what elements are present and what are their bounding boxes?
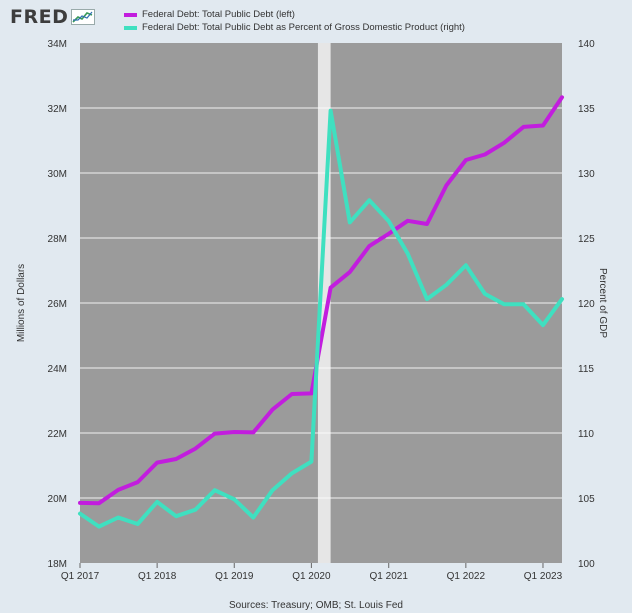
series-line-right bbox=[78, 108, 564, 529]
y-right-tick-label: 115 bbox=[578, 364, 594, 375]
y-left-tick-label: 30M bbox=[48, 169, 67, 180]
legend-label-right: Federal Debt: Total Public Debt as Perce… bbox=[142, 22, 465, 33]
y-right-axis-title: Percent of GDP bbox=[597, 268, 608, 338]
legend-label-left: Federal Debt: Total Public Debt (left) bbox=[142, 9, 295, 20]
x-tick-label: Q1 2023 bbox=[524, 571, 563, 582]
series-line-left bbox=[78, 95, 564, 506]
y-right-tick-label: 130 bbox=[578, 169, 595, 180]
y-right-tick-label: 105 bbox=[578, 494, 595, 505]
source-note: Sources: Treasury; OMB; St. Louis Fed bbox=[229, 600, 403, 611]
legend-item-right[interactable]: Federal Debt: Total Public Debt as Perce… bbox=[124, 21, 465, 34]
x-tick-label: Q1 2017 bbox=[61, 571, 100, 582]
y-right-tick-label: 135 bbox=[578, 104, 595, 115]
y-right-tick-label: 140 bbox=[578, 39, 595, 50]
chart-legend: Federal Debt: Total Public Debt (left) F… bbox=[124, 8, 465, 34]
y-left-tick-label: 26M bbox=[48, 299, 67, 310]
x-tick-label: Q1 2020 bbox=[292, 571, 331, 582]
chart-canvas: 18M 20M 22M 24M 26M 28M 30M 32M 34M 100 105 110 115 1… bbox=[16, 39, 608, 582]
y-left-tick-label: 24M bbox=[48, 364, 67, 375]
y-left-tick-label: 18M bbox=[48, 559, 67, 570]
x-tick-label: Q1 2021 bbox=[370, 571, 409, 582]
legend-swatch-right bbox=[124, 25, 137, 30]
x-tick-label: Q1 2019 bbox=[215, 571, 254, 582]
y-right-tick-label: 110 bbox=[578, 429, 594, 440]
logo-text: FRED bbox=[10, 6, 69, 28]
legend-swatch-left bbox=[124, 12, 137, 17]
x-tick-label: Q1 2018 bbox=[138, 571, 177, 582]
y-left-axis-title: Millions of Dollars bbox=[16, 264, 27, 342]
y-left-tick-label: 22M bbox=[48, 429, 67, 440]
y-left-tick-label: 28M bbox=[48, 234, 67, 245]
y-left-tick-label: 34M bbox=[48, 39, 67, 50]
x-tick-label: Q1 2022 bbox=[447, 571, 486, 582]
fred-logo[interactable]: FRED bbox=[10, 5, 96, 29]
y-left-tick-label: 32M bbox=[48, 104, 67, 115]
y-left-tick-label: 20M bbox=[48, 494, 67, 505]
y-right-tick-label: 120 bbox=[578, 299, 595, 310]
y-right-tick-label: 100 bbox=[578, 559, 595, 570]
y-right-tick-label: 125 bbox=[578, 234, 595, 245]
legend-item-left[interactable]: Federal Debt: Total Public Debt (left) bbox=[124, 8, 465, 21]
chart-line-icon bbox=[71, 9, 96, 25]
